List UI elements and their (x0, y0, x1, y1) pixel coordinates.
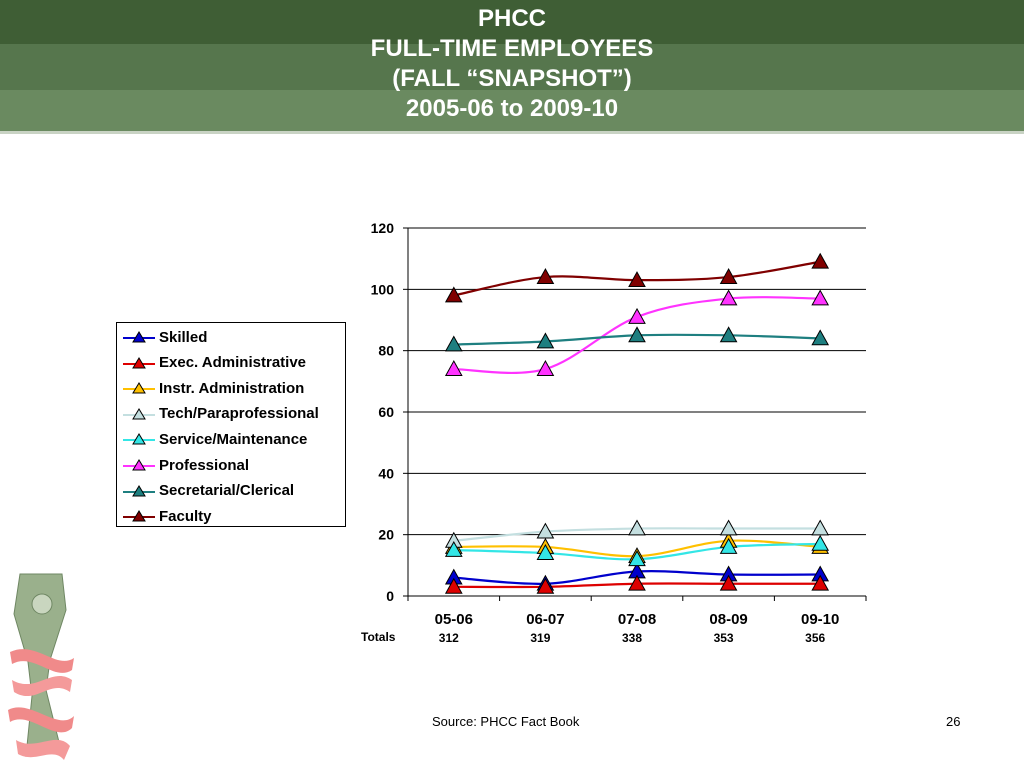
y-tick-label: 60 (378, 404, 394, 420)
data-point (628, 519, 646, 536)
data-point (444, 286, 463, 303)
data-point (811, 289, 830, 306)
total-value: 338 (622, 631, 642, 645)
x-tick-label: 07-08 (618, 611, 656, 628)
legend-item: Skilled (123, 327, 207, 347)
legend-label: Faculty (159, 507, 212, 525)
y-tick-label: 80 (378, 343, 394, 359)
data-point (628, 574, 646, 591)
slide-title: PHCC FULL-TIME EMPLOYEES (FALL “SNAPSHOT… (0, 4, 1024, 124)
legend-marker-icon (123, 484, 155, 497)
data-point (811, 574, 830, 591)
data-point (444, 335, 463, 352)
legend-label: Exec. Administrative (159, 354, 307, 372)
legend-marker-icon (123, 382, 155, 394)
legend-marker-icon (123, 433, 155, 445)
y-tick-label: 20 (378, 527, 394, 543)
legend-marker-icon (123, 510, 155, 522)
total-value: 319 (530, 631, 550, 645)
x-tick-label: 08-09 (709, 611, 747, 628)
data-point (719, 537, 738, 554)
y-tick-label: 40 (378, 465, 394, 481)
legend-item: Exec. Administrative (123, 353, 306, 373)
total-value: 312 (439, 631, 459, 645)
data-point (811, 534, 830, 551)
header-band-bottom (0, 90, 1024, 134)
legend-item: Service/Maintenance (123, 429, 307, 449)
legend-label: Skilled (159, 328, 208, 346)
title-line-1: PHCC (477, 5, 546, 32)
legend-label: Service/Maintenance (159, 430, 308, 448)
totals-label: Totals (361, 630, 396, 644)
data-point (628, 326, 646, 343)
header-band-middle (0, 44, 1024, 90)
slide-header (0, 0, 1024, 134)
legend-label: Secretarial/Clerical (159, 482, 295, 500)
x-tick-label: 06-07 (526, 611, 564, 628)
legend-marker-icon (123, 331, 155, 343)
data-point (719, 326, 738, 343)
data-point (444, 360, 463, 376)
legend-label: Tech/Paraprofessional (159, 405, 319, 423)
data-point (719, 268, 738, 284)
y-tick-label: 100 (371, 281, 395, 297)
legend-label: Professional (159, 456, 250, 474)
data-point (536, 522, 555, 539)
y-tick-label: 120 (371, 220, 395, 236)
title-line-2: FULL-TIME EMPLOYEES (370, 35, 654, 62)
data-point (536, 360, 555, 376)
data-point (719, 519, 738, 536)
x-tick-label: 09-10 (801, 611, 839, 628)
legend-item: Instr. Administration (123, 378, 304, 398)
data-point (811, 252, 830, 269)
data-point (811, 329, 830, 346)
data-point (444, 577, 463, 594)
legend-item: Tech/Paraprofessional (123, 404, 319, 424)
data-point (444, 540, 463, 557)
data-point (628, 550, 646, 567)
legend-marker-icon (123, 356, 155, 369)
x-tick-label: 05-06 (435, 611, 473, 628)
data-point (536, 544, 555, 560)
legend-item: Professional (123, 455, 249, 475)
total-value: 356 (805, 631, 825, 645)
legend-marker-icon (123, 459, 155, 471)
header-edge (0, 131, 1024, 134)
data-point (628, 271, 646, 288)
legend-label: Instr. Administration (159, 379, 305, 397)
money-tape-illustration-icon (8, 573, 74, 760)
data-point (536, 577, 555, 594)
title-line-4: 2005-06 to 2009-10 (405, 95, 619, 122)
data-point (536, 268, 555, 284)
source-note: Source: PHCC Fact Book (432, 714, 580, 729)
data-point (719, 574, 738, 591)
total-value: 353 (714, 631, 734, 645)
legend-item: Faculty (123, 506, 212, 526)
data-point (536, 332, 555, 349)
legend-item: Secretarial/Clerical (123, 481, 294, 501)
chart-legend: Skilled Exec. Administrative Instr. Admini… (116, 322, 346, 527)
title-line-3: (FALL “SNAPSHOT”) (392, 65, 632, 92)
data-point (719, 289, 738, 306)
page-number: 26 (946, 714, 961, 729)
legend-marker-icon (123, 407, 155, 420)
data-point (628, 307, 646, 324)
header-band-top (0, 0, 1024, 44)
y-tick-label: 0 (386, 588, 394, 604)
